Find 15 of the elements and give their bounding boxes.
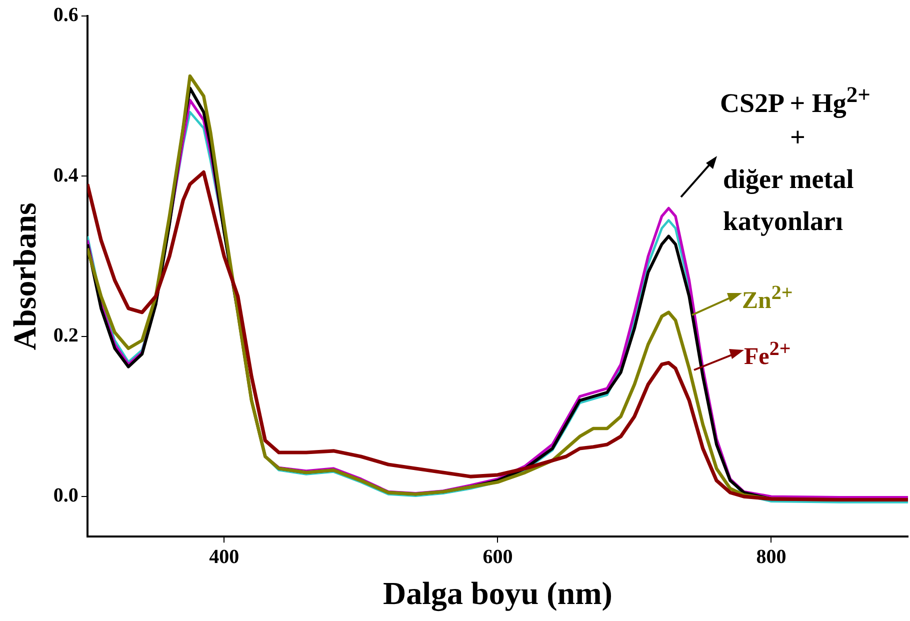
- legend-label: Zn$^{2+}$: [742, 281, 793, 316]
- x-tick-label: 800: [756, 546, 786, 568]
- x-tick-label: 600: [482, 546, 513, 568]
- x-axis-title: Dalga boyu (nm): [383, 575, 612, 612]
- legend-label: Fe$^{2+}$: [744, 337, 791, 372]
- y-axis-title: Absorbans: [6, 202, 42, 350]
- x-tick-label: 400: [209, 546, 240, 568]
- y-tick-label: 0.0: [53, 484, 78, 507]
- y-tick-label: 0.2: [53, 324, 78, 347]
- y-tick-label: 0.6: [53, 4, 78, 26]
- annotation: CS2P + Hg$^{2+}$: [720, 81, 870, 120]
- y-tick-label: 0.4: [53, 164, 78, 186]
- annotation: katyonları: [723, 205, 844, 238]
- annotation: diğer metal: [723, 163, 854, 196]
- annotation: +: [790, 121, 806, 154]
